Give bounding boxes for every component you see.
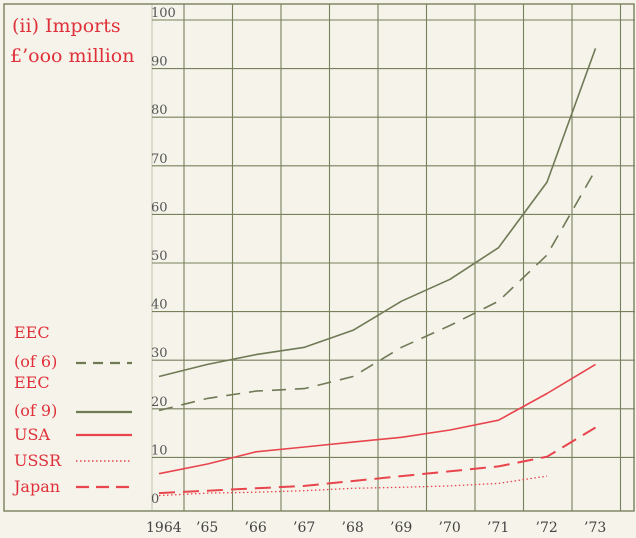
chart-title-line1: (ii) Imports (12, 15, 121, 37)
y-axis-ticks: 0 10 20 30 40 50 60 70 80 90 100 (151, 6, 176, 507)
y-tick-label: 90 (151, 55, 168, 70)
x-tick-label: ’69 (390, 520, 412, 536)
legend-label-sub: (of 9) (14, 401, 57, 420)
x-tick-label: ’66 (245, 520, 267, 536)
legend-label: USSR (14, 451, 62, 470)
series-line-ussr (158, 475, 548, 497)
y-tick-label: 20 (151, 395, 168, 410)
series-line-eec-of-9 (158, 48, 597, 378)
y-tick-label: 10 (151, 443, 168, 458)
chart-title: (ii) Imports £’ooo million (10, 15, 134, 67)
legend-label-sub: (of 6) (14, 352, 57, 371)
legend-label: EEC (14, 373, 50, 392)
y-tick-label: 70 (151, 152, 168, 167)
x-tick-label: ’67 (293, 520, 315, 536)
series-line-japan (158, 426, 597, 495)
chart-frame (3, 3, 635, 512)
y-tick-label: 30 (151, 346, 168, 361)
x-axis-ticks: 1964 ’65 ’66 ’67 ’68 ’69 ’70 ’71 ’72 ’73 (146, 520, 606, 536)
chart-series (158, 48, 597, 497)
x-tick-label: ’73 (584, 520, 606, 536)
y-tick-label: 0 (151, 492, 159, 507)
chart-legend: EEC (of 6) EEC (of 9) USA USSR Japan (12, 323, 132, 496)
x-tick-label: ’72 (536, 520, 558, 536)
x-tick-label: ’71 (487, 520, 509, 536)
x-tick-label: ’70 (439, 520, 461, 536)
x-tick-label: 1964 (146, 520, 182, 536)
y-tick-label: 80 (151, 103, 168, 118)
x-tick-label: ’68 (342, 520, 364, 536)
chart-title-line2: £’ooo million (10, 45, 134, 67)
series-line-usa (158, 363, 596, 475)
legend-label: EEC (14, 323, 50, 342)
legend-label: USA (14, 425, 50, 444)
y-tick-label: 100 (151, 6, 176, 21)
x-tick-label: ’65 (196, 520, 218, 536)
y-tick-label: 60 (151, 200, 168, 215)
series-line-eec-of-6 (158, 169, 597, 412)
y-tick-label: 50 (151, 249, 168, 264)
legend-label: Japan (12, 477, 60, 496)
y-tick-label: 40 (151, 298, 168, 313)
